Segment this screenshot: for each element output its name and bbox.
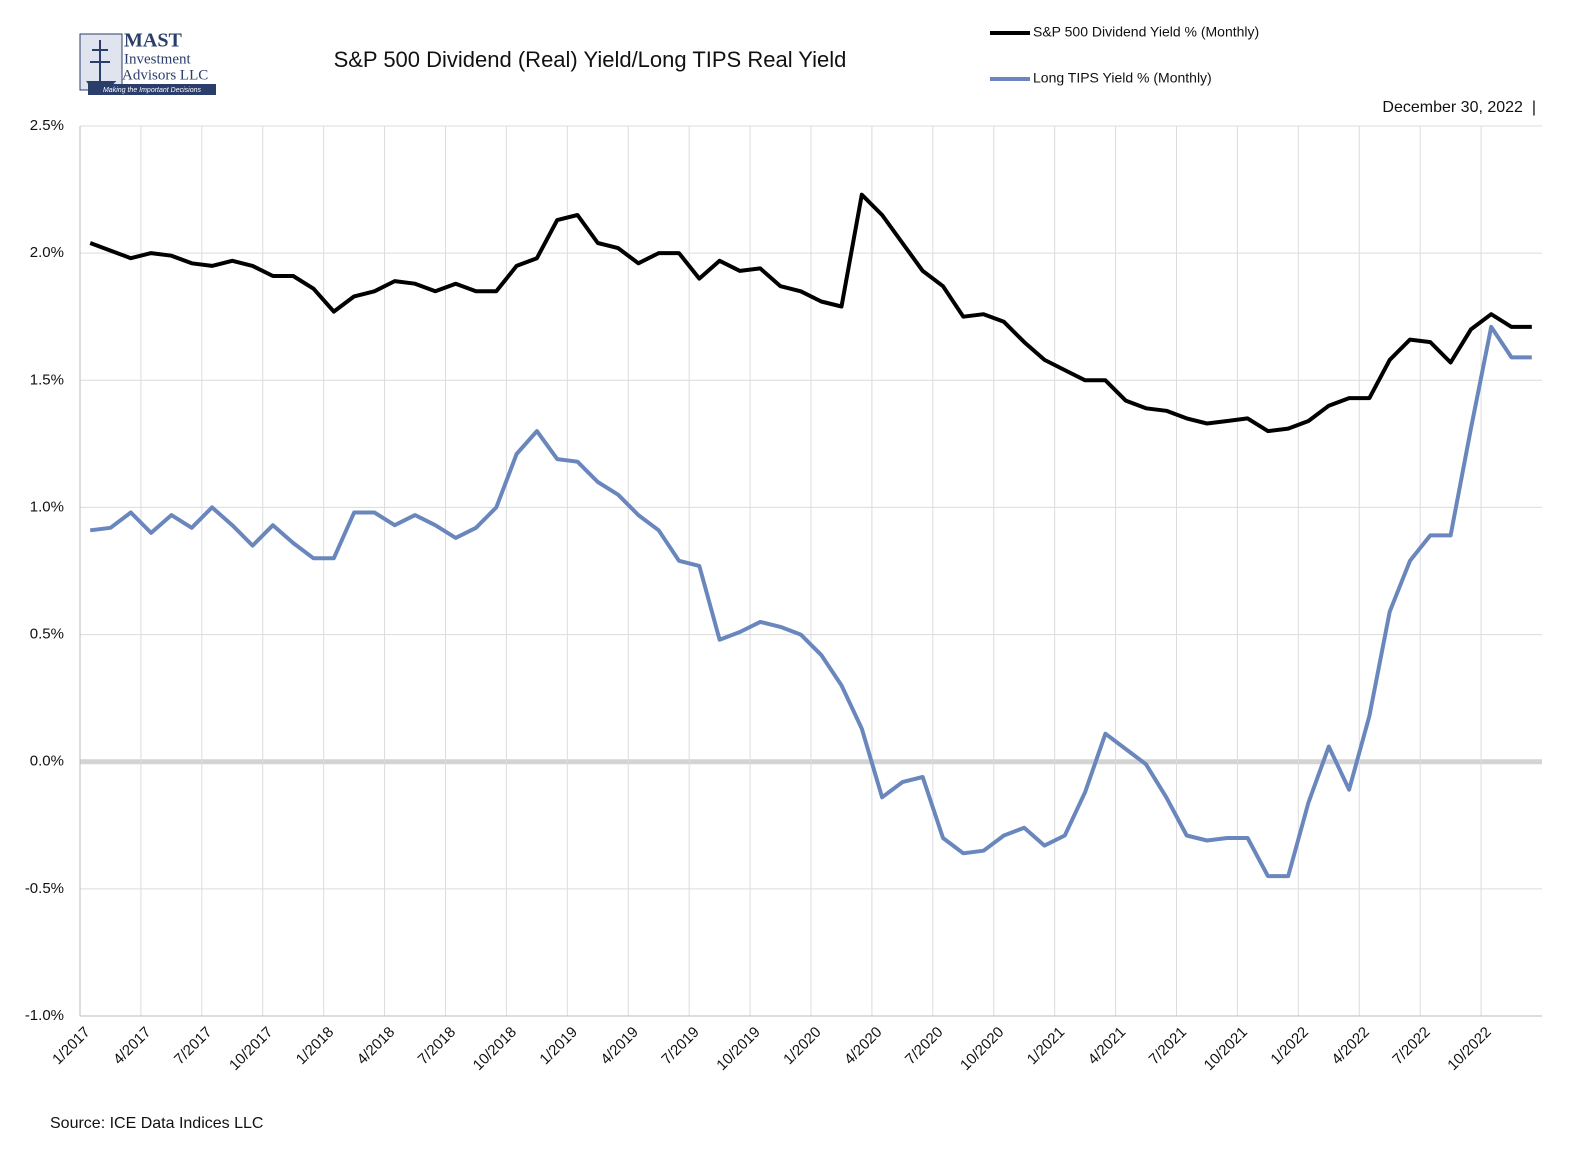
x-tick-label: 7/2018 (415, 1024, 459, 1068)
series-line (89, 192, 1532, 434)
y-tick-label: -1.0% (25, 1007, 64, 1024)
y-tick-label: 1.5% (30, 371, 64, 388)
x-tick-label: 1/2021 (1024, 1024, 1068, 1068)
date-label: December 30, 2022 | (1382, 99, 1536, 116)
x-tick-label: 4/2019 (597, 1024, 641, 1068)
chart-title: S&P 500 Dividend (Real) Yield/Long TIPS … (334, 47, 847, 72)
y-tick-label: 2.0% (30, 244, 64, 261)
x-tick-label: 1/2018 (293, 1024, 337, 1068)
x-tick-label: 1/2019 (536, 1024, 580, 1068)
y-tick-label: 0.0% (30, 753, 64, 770)
series-line (89, 324, 1532, 879)
x-tick-label: 7/2021 (1146, 1024, 1190, 1068)
x-tick-label: 10/2022 (1444, 1024, 1494, 1074)
x-tick-label: 4/2022 (1328, 1024, 1372, 1068)
y-tick-label: 1.0% (30, 498, 64, 515)
logo-line: Advisors LLC (122, 67, 208, 83)
x-tick-label: 1/2017 (49, 1024, 93, 1068)
source-note: Source: ICE Data Indices LLC (50, 1115, 263, 1132)
x-tick-label: 10/2021 (1201, 1024, 1251, 1074)
y-tick-label: 0.5% (30, 626, 64, 643)
logo: MAST Investment Advisors LLC Making the … (79, 30, 216, 95)
x-tick-label: 10/2020 (957, 1024, 1007, 1074)
y-tick-label: -0.5% (25, 880, 64, 897)
x-tick-label: 10/2019 (713, 1024, 763, 1074)
x-tick-label: 1/2020 (780, 1024, 824, 1068)
legend-label: Long TIPS Yield % (Monthly) (1033, 70, 1212, 86)
logo-tagline: Making the Important Decisions (103, 87, 202, 94)
x-tick-label: 1/2022 (1267, 1024, 1311, 1068)
x-tick-label: 4/2018 (354, 1024, 398, 1068)
x-tick-label: 10/2017 (226, 1024, 276, 1074)
x-tick-label: 4/2020 (841, 1024, 885, 1068)
y-tick-label: 2.5% (30, 117, 64, 134)
logo-name: MAST (124, 30, 182, 52)
legend-label: S&P 500 Dividend Yield % (Monthly) (1033, 24, 1259, 40)
x-tick-label: 4/2017 (110, 1024, 154, 1068)
x-tick-label: 10/2018 (470, 1024, 520, 1074)
logo-line: Investment (124, 51, 191, 67)
x-tick-label: 4/2021 (1085, 1024, 1129, 1068)
x-tick-label: 7/2019 (658, 1024, 702, 1068)
x-tick-label: 7/2017 (171, 1024, 215, 1068)
logo-band (88, 84, 216, 95)
x-tick-label: 7/2022 (1389, 1024, 1433, 1068)
x-tick-label: 7/2020 (902, 1024, 946, 1068)
